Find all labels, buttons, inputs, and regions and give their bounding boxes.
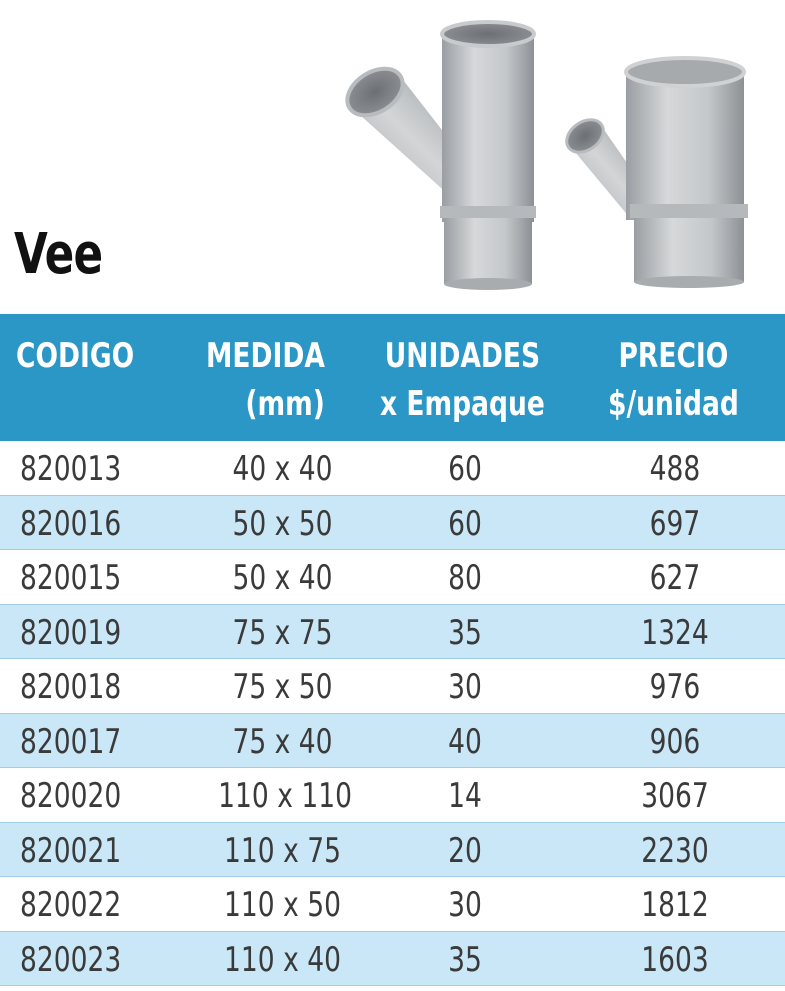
table-row: 820015 50 x 40 80 627 bbox=[0, 550, 785, 605]
pvc-vee-fittings-image bbox=[345, 20, 748, 290]
table-row: 820017 75 x 40 40 906 bbox=[0, 713, 785, 768]
cell-precio: 697 bbox=[649, 503, 701, 544]
cell-unidades: 60 bbox=[448, 449, 482, 489]
header-medida: MEDIDA (mm) bbox=[206, 332, 325, 428]
cell-unidades: 14 bbox=[448, 776, 482, 816]
cell-codigo: 820020 bbox=[20, 776, 122, 816]
cell-unidades: 35 bbox=[448, 939, 482, 980]
table-header: CODIGO MEDIDA (mm) UNIDADES x Empaque PR… bbox=[0, 314, 785, 441]
cell-medida: 75 x 75 bbox=[232, 612, 333, 653]
table-row: 820013 40 x 40 60 488 bbox=[0, 441, 785, 496]
page-title: Vee bbox=[14, 222, 103, 287]
cell-medida: 40 x 40 bbox=[232, 449, 333, 489]
table-row: 820018 75 x 50 30 976 bbox=[0, 659, 785, 714]
header-unidades-label: UNIDADES bbox=[384, 336, 541, 376]
header-codigo: CODIGO bbox=[16, 332, 134, 380]
table-row: 820023 110 x 40 35 1603 bbox=[0, 931, 785, 986]
cell-medida: 110 x 50 bbox=[224, 885, 341, 925]
cell-precio: 3067 bbox=[641, 776, 709, 816]
cell-precio: 488 bbox=[649, 449, 701, 489]
table-row: 820019 75 x 75 35 1324 bbox=[0, 604, 785, 659]
cell-precio: 1324 bbox=[641, 612, 709, 653]
header-precio-unit: $/unidad bbox=[608, 384, 739, 424]
small-vee-fitting bbox=[565, 56, 748, 288]
table-row: 820022 110 x 50 30 1812 bbox=[0, 877, 785, 932]
header-medida-label: MEDIDA bbox=[206, 336, 325, 376]
cell-precio: 976 bbox=[649, 667, 701, 707]
cell-unidades: 20 bbox=[448, 830, 482, 871]
table-row: 820021 110 x 75 20 2230 bbox=[0, 822, 785, 877]
cell-unidades: 30 bbox=[448, 885, 482, 925]
header-medida-unit: (mm) bbox=[245, 384, 325, 424]
cell-medida: 50 x 50 bbox=[232, 503, 333, 544]
cell-precio: 2230 bbox=[641, 830, 709, 871]
cell-codigo: 820021 bbox=[20, 830, 122, 871]
cell-precio: 627 bbox=[649, 558, 701, 598]
table-row: 820020 110 x 110 14 3067 bbox=[0, 768, 785, 823]
cell-medida: 75 x 50 bbox=[232, 667, 333, 707]
cell-unidades: 60 bbox=[448, 503, 482, 544]
header-precio-label: PRECIO bbox=[618, 336, 729, 376]
table-row: 820016 50 x 50 60 697 bbox=[0, 495, 785, 550]
cell-codigo: 820013 bbox=[20, 449, 122, 489]
table-body: 820013 40 x 40 60 488 820016 50 x 50 60 … bbox=[0, 441, 785, 986]
cell-precio: 1603 bbox=[641, 939, 709, 980]
cell-medida: 110 x 110 bbox=[218, 776, 352, 816]
header-precio: PRECIO $/unidad bbox=[608, 332, 739, 428]
cell-codigo: 820022 bbox=[20, 885, 122, 925]
cell-medida: 50 x 40 bbox=[232, 558, 333, 598]
header-codigo-label: CODIGO bbox=[16, 336, 135, 376]
cell-precio: 1812 bbox=[641, 885, 709, 925]
header-unidades-sub: x Empaque bbox=[380, 384, 545, 424]
price-table: CODIGO MEDIDA (mm) UNIDADES x Empaque PR… bbox=[0, 314, 785, 986]
cell-precio: 906 bbox=[649, 721, 701, 762]
cell-medida: 110 x 75 bbox=[224, 830, 341, 871]
cell-unidades: 40 bbox=[448, 721, 482, 762]
cell-codigo: 820015 bbox=[20, 558, 122, 598]
cell-codigo: 820016 bbox=[20, 503, 122, 544]
cell-codigo: 820019 bbox=[20, 612, 122, 653]
large-vee-fitting bbox=[345, 20, 536, 290]
cell-codigo: 820018 bbox=[20, 667, 122, 707]
cell-medida: 75 x 40 bbox=[232, 721, 333, 762]
cell-unidades: 35 bbox=[448, 612, 482, 653]
header-unidades: UNIDADES x Empaque bbox=[380, 332, 545, 428]
cell-unidades: 80 bbox=[448, 558, 482, 598]
cell-codigo: 820023 bbox=[20, 939, 122, 980]
cell-medida: 110 x 40 bbox=[224, 939, 341, 980]
cell-codigo: 820017 bbox=[20, 721, 122, 762]
cell-unidades: 30 bbox=[448, 667, 482, 707]
